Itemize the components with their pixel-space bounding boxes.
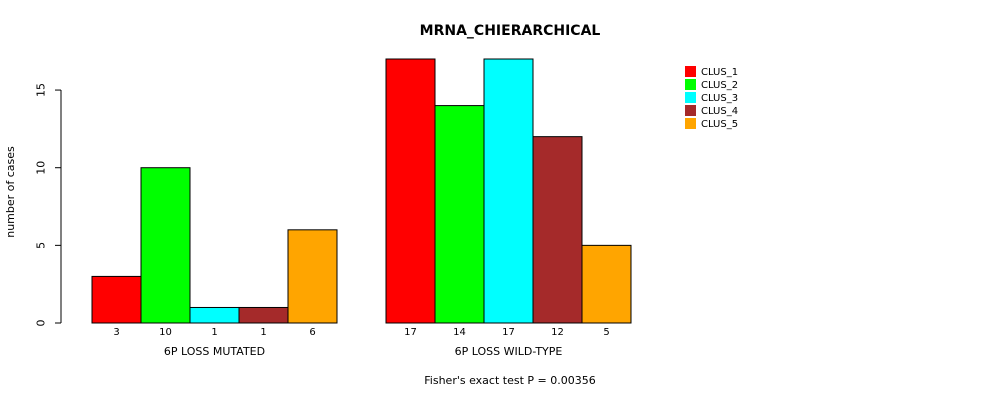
chart-title: MRNA_CHIERARCHICAL: [420, 23, 601, 39]
y-tick-label: 0: [35, 320, 48, 327]
group-label: 6P LOSS MUTATED: [164, 345, 265, 358]
bar-count-label: 10: [159, 327, 172, 338]
y-axis: 0 5 10 15: [35, 83, 62, 327]
bar-count-label: 17: [404, 327, 417, 338]
bar-count-label: 1: [260, 327, 266, 338]
legend-swatch: [685, 118, 696, 129]
legend-swatch: [685, 79, 696, 90]
bars: [91, 58, 632, 324]
bar-clus-1-group-2: [385, 58, 436, 324]
count-labels: 3 10 1 1 6 17 14 17 12 5: [113, 327, 609, 338]
fisher-test-footnote: Fisher's exact test P = 0.00356: [424, 374, 595, 387]
group-labels: 6P LOSS MUTATED 6P LOSS WILD-TYPE: [164, 345, 562, 358]
bar-clus-4-group-2: [532, 136, 583, 324]
bar-clus-2-group-2: [434, 105, 485, 324]
y-tick-label: 5: [35, 242, 48, 249]
bar-count-label: 3: [113, 327, 119, 338]
legend-label: CLUS_5: [701, 119, 738, 130]
y-axis-label: number of cases: [4, 146, 17, 238]
bar-count-label: 6: [309, 327, 315, 338]
bar-clus-1-group-1: [91, 275, 142, 324]
legend-label: CLUS_4: [701, 106, 738, 117]
bar-clus-4-group-1: [238, 306, 289, 324]
bar-clus-5-group-1: [287, 229, 338, 324]
bar-count-label: 1: [211, 327, 217, 338]
bar-clus-5-group-2: [581, 244, 632, 324]
bar-clus-2-group-1: [140, 167, 191, 324]
legend-label: CLUS_1: [701, 67, 738, 78]
legend-swatch: [685, 105, 696, 116]
bar-count-label: 12: [551, 327, 564, 338]
bar-clus-3-group-2: [483, 58, 534, 324]
legend-swatch: [685, 92, 696, 103]
bar-count-label: 17: [502, 327, 515, 338]
bar-count-label: 14: [453, 327, 466, 338]
bar-clus-3-group-1: [189, 306, 240, 324]
legend-swatch: [685, 66, 696, 77]
legend: CLUS_1 CLUS_2 CLUS_3 CLUS_4 CLUS_5: [685, 66, 738, 130]
y-tick-label: 10: [35, 161, 48, 175]
legend-label: CLUS_2: [701, 80, 738, 91]
legend-label: CLUS_3: [701, 93, 738, 104]
bar-count-label: 5: [603, 327, 609, 338]
group-label: 6P LOSS WILD-TYPE: [455, 345, 563, 358]
y-tick-label: 15: [35, 83, 48, 97]
